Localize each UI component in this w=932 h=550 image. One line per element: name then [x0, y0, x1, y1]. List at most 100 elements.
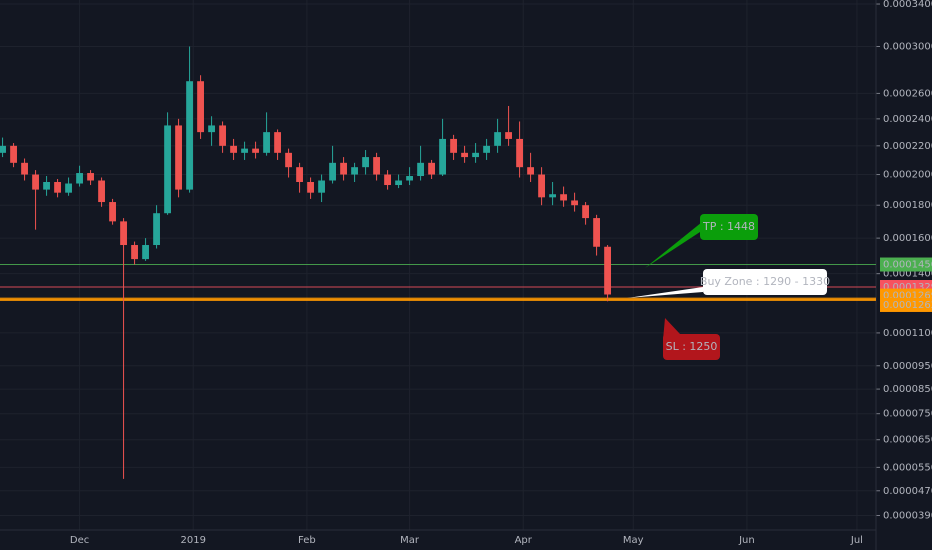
x-tick-label: Mar — [400, 535, 420, 546]
candle-body — [175, 125, 182, 190]
candle-body — [296, 167, 303, 183]
y-tick-label: 0.0001100 — [883, 328, 932, 339]
x-tick-label: Jul — [850, 535, 863, 546]
y-tick-label: 0.0000390 — [883, 510, 932, 521]
candle-body — [252, 148, 259, 153]
callout-box — [663, 334, 720, 360]
candle-body — [560, 194, 567, 201]
y-tick-label: 0.0003000 — [883, 41, 932, 52]
x-tick-label: Jun — [738, 535, 755, 546]
candle-body — [10, 145, 17, 163]
candle-body — [219, 125, 226, 146]
callout-text: SL : 1250 — [666, 340, 718, 353]
y-tick-label: 0.0001800 — [883, 200, 932, 211]
price-label: 0.0001262 — [883, 300, 932, 311]
candle-body — [384, 174, 391, 186]
candle-body — [395, 180, 402, 186]
candle-body — [483, 145, 490, 153]
y-tick-label: 0.0000750 — [883, 409, 932, 420]
price-label-box — [880, 297, 932, 312]
candle-body — [538, 174, 545, 198]
x-tick-label: Apr — [515, 535, 533, 546]
candle-body — [351, 167, 358, 175]
price-label: 0.0001329 — [883, 282, 932, 293]
y-tick-label: 0.0000850 — [883, 384, 932, 395]
candle-body — [208, 125, 215, 133]
candle-body — [76, 173, 83, 184]
candle-body — [428, 162, 435, 175]
candle-body — [406, 176, 413, 181]
candle-body — [153, 213, 160, 246]
candle-body — [197, 81, 204, 133]
callout: SL : 1250 — [663, 318, 720, 360]
y-tick-label: 0.0003400 — [883, 0, 932, 10]
price-label: 0.0001450 — [883, 260, 932, 271]
candle-body — [98, 180, 105, 203]
candle-body — [373, 157, 380, 175]
candle-body — [54, 182, 61, 193]
y-tick-label: 0.0000470 — [883, 486, 932, 497]
y-tick-label: 0.0002400 — [883, 114, 932, 125]
x-tick-label: Feb — [298, 535, 316, 546]
candle-body — [340, 162, 347, 175]
candle-body — [307, 182, 314, 193]
candle-body — [263, 132, 270, 153]
candle-body — [362, 157, 369, 168]
candle-body — [32, 174, 39, 190]
y-tick-label: 0.0001400 — [883, 269, 932, 280]
callout: TP : 1448 — [645, 214, 758, 268]
y-tick-label: 0.0000550 — [883, 462, 932, 473]
candle-body — [472, 152, 479, 158]
candle-body — [461, 152, 468, 158]
callout-box — [703, 269, 827, 295]
candle-body — [0, 145, 6, 153]
candle-body — [109, 202, 116, 222]
candle-body — [43, 182, 50, 190]
candle-body — [186, 81, 193, 190]
candle-body — [527, 167, 534, 175]
callout: Buy Zone : 1290 - 1330 — [627, 269, 830, 298]
candle-body — [604, 246, 611, 295]
candle-body — [417, 162, 424, 177]
callout-text: TP : 1448 — [702, 220, 755, 233]
candle-body — [329, 162, 336, 181]
candle-body — [120, 221, 127, 246]
candle-body — [549, 194, 556, 198]
candle-body — [131, 245, 138, 260]
x-tick-label: Dec — [70, 535, 89, 546]
candle-body — [87, 173, 94, 181]
y-tick-label: 0.0002600 — [883, 88, 932, 99]
candle-body — [164, 125, 171, 214]
candle-body — [241, 148, 248, 153]
candle-body — [274, 132, 281, 153]
y-tick-label: 0.0000650 — [883, 435, 932, 446]
y-tick-label: 0.0000950 — [883, 361, 932, 372]
candle-body — [494, 132, 501, 146]
candle-body — [285, 152, 292, 168]
price-label-box — [880, 257, 932, 272]
price-label: 0.0001269 — [883, 291, 932, 302]
candle-body — [516, 138, 523, 168]
x-tick-label: May — [623, 535, 644, 546]
candle-body — [318, 180, 325, 193]
callout-pointer — [627, 287, 703, 298]
candle-body — [439, 138, 446, 175]
candle-body — [21, 162, 28, 175]
candle-body — [142, 245, 149, 260]
y-tick-label: 0.0001600 — [883, 233, 932, 244]
callout-box — [700, 214, 758, 240]
candle-body — [505, 132, 512, 139]
candle-body — [65, 183, 72, 193]
callout-pointer — [645, 214, 712, 268]
y-tick-label: 0.0002200 — [883, 141, 932, 152]
candle-body — [593, 218, 600, 247]
x-tick-label: 2019 — [181, 535, 206, 546]
callout-text: Buy Zone : 1290 - 1330 — [700, 275, 830, 288]
candle-body — [450, 138, 457, 153]
candle-body — [571, 200, 578, 206]
candle-body — [582, 205, 589, 219]
y-tick-label: 0.0002000 — [883, 170, 932, 181]
candle-body — [230, 145, 237, 153]
